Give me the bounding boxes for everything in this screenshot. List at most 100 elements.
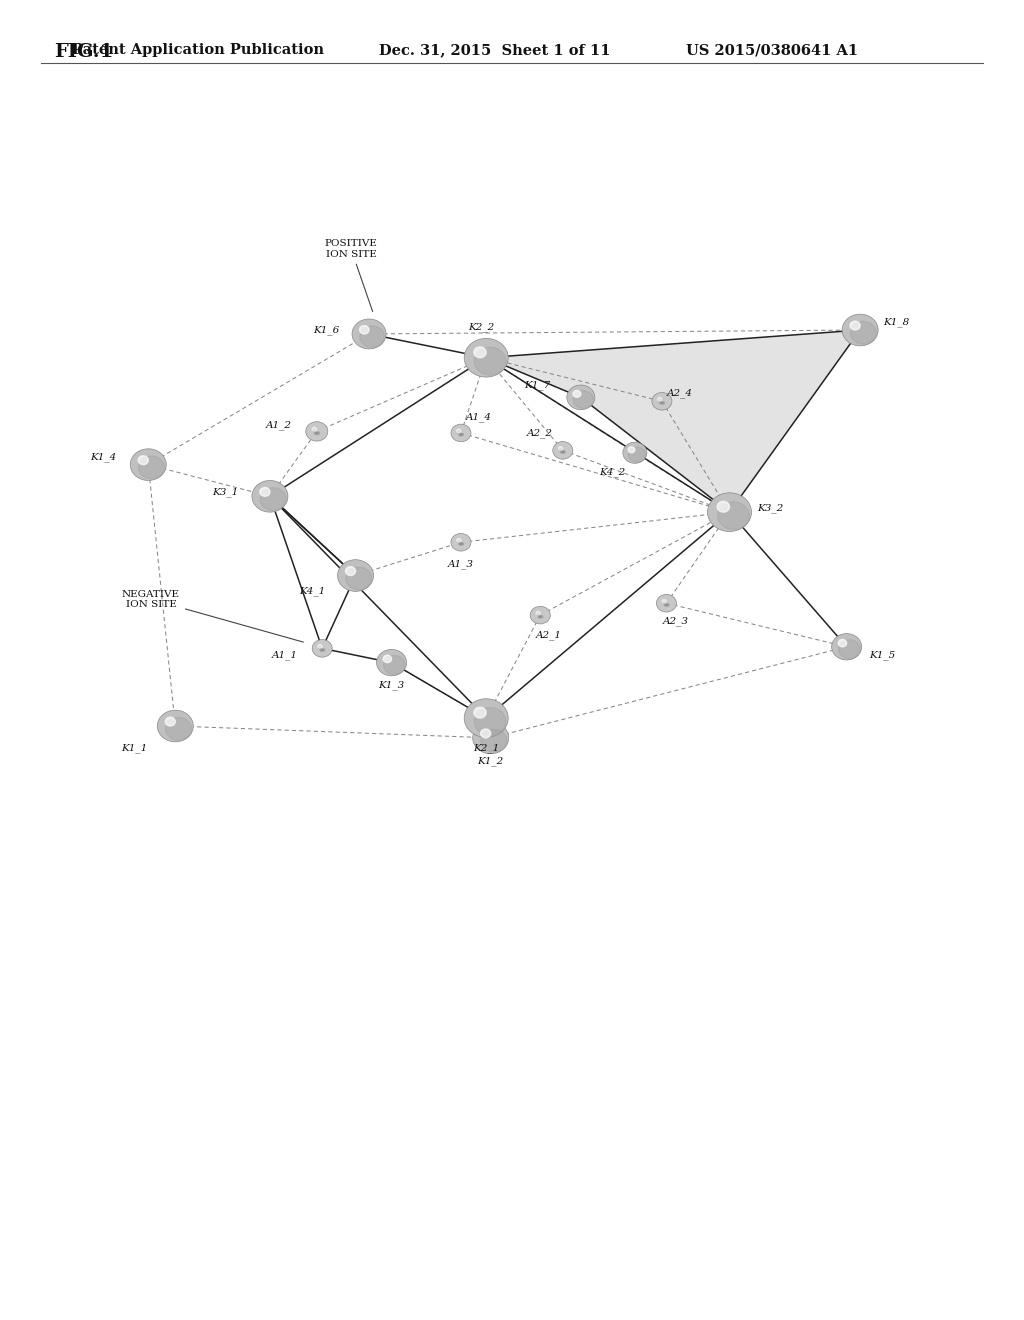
Circle shape — [559, 449, 562, 450]
Text: US 2015/0380641 A1: US 2015/0380641 A1 — [686, 44, 858, 57]
Circle shape — [659, 401, 663, 404]
Circle shape — [321, 649, 323, 651]
Circle shape — [839, 640, 860, 659]
Circle shape — [451, 424, 471, 442]
Text: K4_2: K4_2 — [599, 467, 626, 478]
Circle shape — [312, 640, 332, 657]
Circle shape — [652, 392, 672, 411]
Circle shape — [313, 429, 315, 432]
Text: POSITIVE
ION SITE: POSITIVE ION SITE — [325, 239, 378, 312]
Text: Dec. 31, 2015  Sheet 1 of 11: Dec. 31, 2015 Sheet 1 of 11 — [379, 44, 610, 57]
Circle shape — [851, 322, 877, 345]
Circle shape — [708, 492, 752, 532]
Text: A1_1: A1_1 — [271, 649, 297, 660]
Text: K1_2: K1_2 — [477, 756, 504, 767]
Text: FIG.1: FIG.1 — [53, 42, 113, 61]
Polygon shape — [486, 330, 860, 512]
Circle shape — [359, 326, 369, 334]
Circle shape — [541, 615, 543, 618]
Circle shape — [451, 533, 471, 550]
Circle shape — [138, 457, 165, 479]
Text: A2_4: A2_4 — [667, 388, 693, 399]
Text: K1_4: K1_4 — [90, 451, 117, 462]
Circle shape — [377, 649, 407, 676]
Circle shape — [130, 449, 166, 480]
Circle shape — [561, 451, 563, 453]
Text: K1_6: K1_6 — [312, 325, 339, 335]
Circle shape — [458, 430, 460, 433]
Text: A2_3: A2_3 — [663, 616, 688, 626]
Text: K2_1: K2_1 — [473, 743, 500, 752]
Circle shape — [537, 612, 540, 615]
Circle shape — [558, 446, 562, 450]
Circle shape — [306, 421, 328, 441]
Text: A2_1: A2_1 — [537, 630, 562, 640]
Circle shape — [658, 399, 662, 401]
Circle shape — [474, 708, 486, 718]
Circle shape — [318, 647, 322, 648]
Circle shape — [345, 566, 355, 576]
Circle shape — [352, 319, 386, 348]
Circle shape — [831, 634, 861, 660]
Circle shape — [842, 314, 879, 346]
Circle shape — [839, 639, 847, 647]
Circle shape — [383, 656, 406, 675]
Text: K1_3: K1_3 — [379, 680, 404, 689]
Text: A1_2: A1_2 — [266, 420, 292, 430]
Circle shape — [260, 487, 270, 496]
Circle shape — [318, 644, 322, 648]
Circle shape — [717, 502, 729, 512]
Circle shape — [480, 729, 490, 738]
Circle shape — [623, 442, 647, 463]
Circle shape — [458, 540, 460, 543]
Circle shape — [158, 710, 194, 742]
Circle shape — [473, 722, 509, 754]
Circle shape — [850, 321, 860, 330]
Circle shape — [567, 385, 595, 409]
Circle shape — [464, 698, 508, 738]
Text: K2_2: K2_2 — [469, 323, 495, 333]
Circle shape — [457, 539, 461, 543]
Circle shape — [464, 338, 508, 378]
Circle shape — [260, 488, 286, 511]
Text: K1_1: K1_1 — [122, 743, 147, 752]
Circle shape — [459, 543, 462, 545]
Circle shape — [662, 401, 665, 404]
Text: Patent Application Publication: Patent Application Publication — [72, 44, 324, 57]
Circle shape — [459, 433, 462, 436]
Circle shape — [536, 611, 540, 615]
Circle shape — [314, 432, 317, 434]
Circle shape — [656, 594, 677, 612]
Circle shape — [663, 599, 667, 603]
Circle shape — [573, 391, 581, 397]
Circle shape — [553, 442, 572, 459]
Text: A1_4: A1_4 — [466, 412, 492, 422]
Circle shape — [665, 603, 667, 606]
Text: A2_2: A2_2 — [527, 428, 553, 438]
Text: K3_2: K3_2 — [757, 503, 783, 513]
Circle shape — [663, 601, 666, 603]
Circle shape — [138, 455, 148, 465]
Circle shape — [563, 451, 565, 453]
Text: A1_3: A1_3 — [447, 560, 474, 569]
Circle shape — [316, 432, 319, 434]
Circle shape — [474, 347, 486, 358]
Circle shape — [166, 718, 191, 741]
Circle shape — [657, 397, 662, 401]
Circle shape — [323, 649, 325, 651]
Circle shape — [573, 391, 594, 408]
Text: NEGATIVE
ION SITE: NEGATIVE ION SITE — [122, 590, 303, 642]
Circle shape — [165, 717, 175, 726]
Text: K3_1: K3_1 — [212, 487, 238, 498]
Circle shape — [629, 447, 646, 462]
Circle shape — [461, 433, 464, 436]
Text: K1_8: K1_8 — [883, 317, 909, 327]
Circle shape — [359, 326, 384, 347]
Circle shape — [457, 429, 461, 433]
Text: K1_7: K1_7 — [524, 380, 551, 391]
Circle shape — [346, 568, 372, 590]
Circle shape — [252, 480, 288, 512]
Circle shape — [530, 606, 550, 624]
Circle shape — [338, 560, 374, 591]
Text: K4_1: K4_1 — [299, 586, 326, 597]
